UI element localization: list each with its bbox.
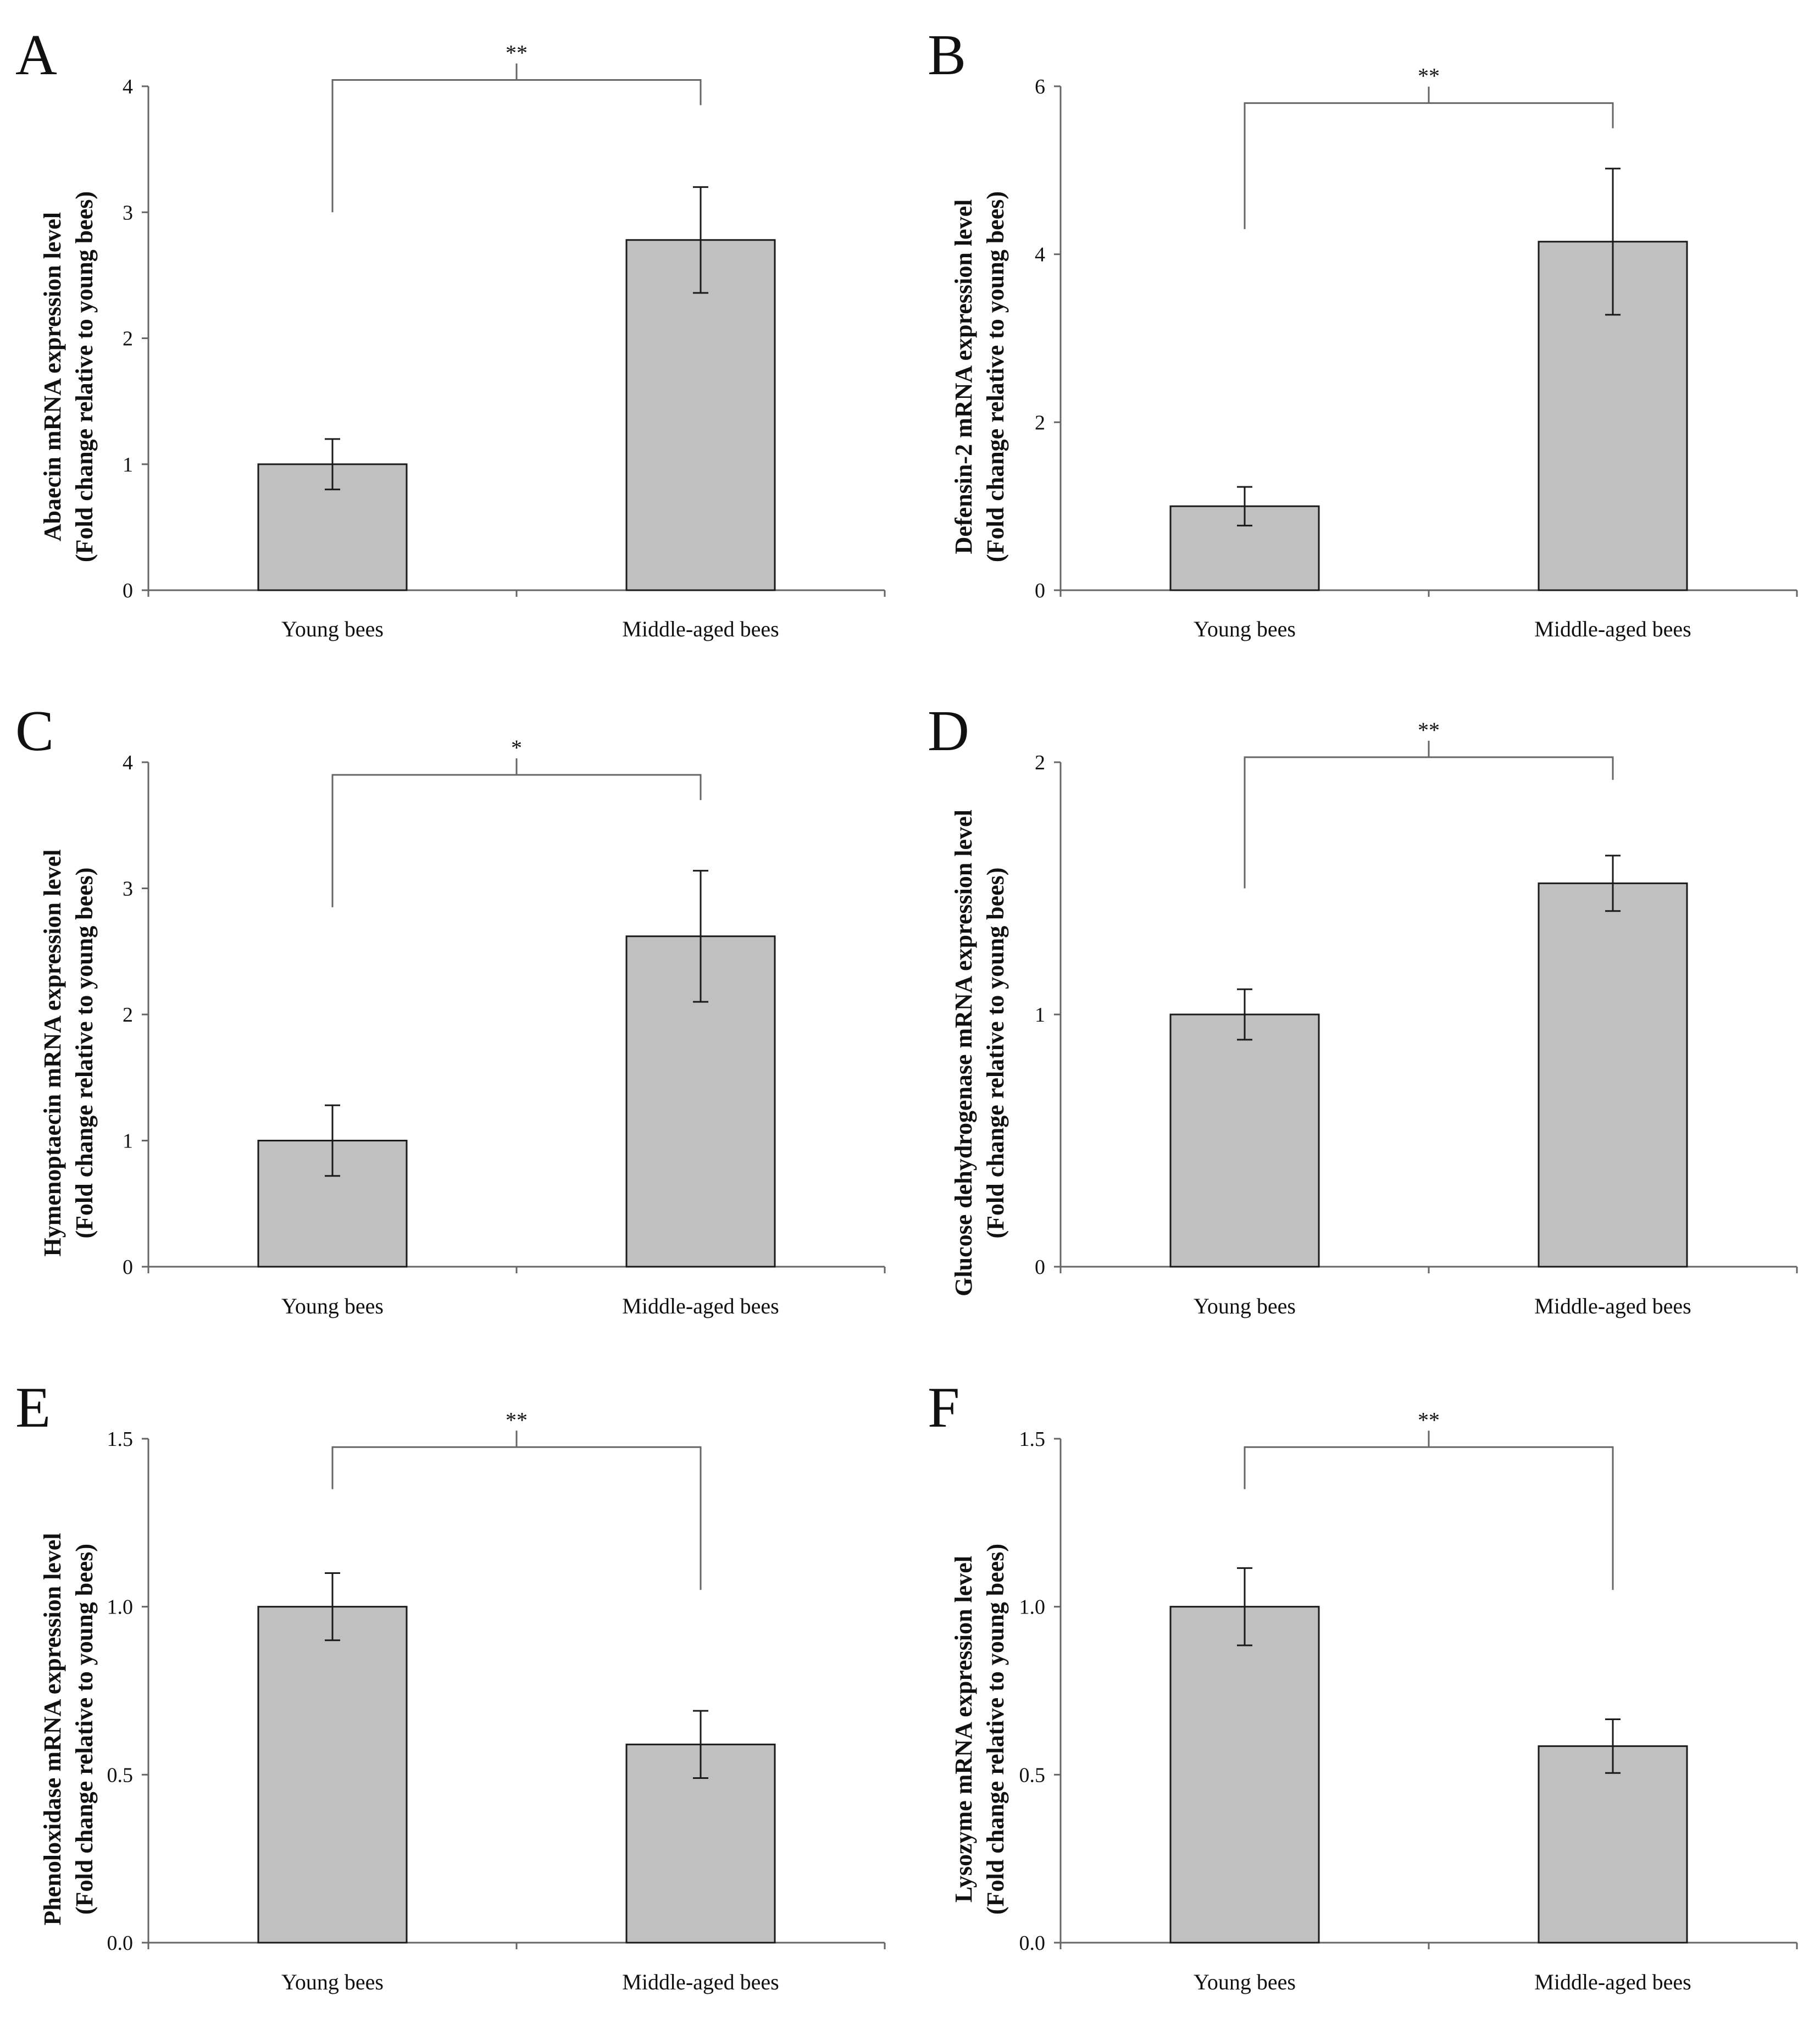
bar-e-0 [257,1606,408,1944]
y-tick-label: 2 [1035,751,1045,774]
y-tick-label: 4 [1035,243,1045,267]
y-tick-label: 1.5 [1019,1428,1046,1451]
error-bar-d-0 [1237,988,1252,1041]
category-label: Middle-aged bees [1534,1970,1691,1994]
category-label: Middle-aged bees [1534,1294,1691,1318]
y-axis-label-sub: (Fold change relative to young bees) [71,867,98,1238]
y-tick-label: 2 [1035,411,1045,434]
y-tick-label: 2 [123,1003,133,1027]
y-tick-label: 0.0 [107,1932,134,1955]
category-label: Young bees [1194,617,1296,641]
chart-panel-a: A 0 1 2 3 4 Young bees Middle-aged bees ** Abaeci… [15,23,886,641]
significance-bracket [1244,1430,1614,1590]
y-tick-label: 6 [1035,75,1045,98]
bar-d-0 [1169,1013,1320,1268]
panel-letter-a: A [15,23,57,87]
error-bar-b-1 [1605,168,1621,316]
error-bar-e-0 [325,1572,340,1642]
error-bar-c-0 [325,1104,340,1177]
error-bar-e-1 [693,1710,708,1779]
category-label: Middle-aged bees [622,1970,779,1994]
significance-label: ** [1418,1407,1440,1432]
panel-letter-d: D [928,698,969,763]
bar-a-1 [625,239,776,591]
y-axis-label-sub: (Fold change relative to young bees) [982,1544,1009,1915]
y-tick-label: 0.0 [1019,1932,1046,1955]
error-bar-a-1 [693,186,708,294]
y-tick-label: 1 [123,1130,133,1153]
error-bar-d-1 [1605,855,1621,912]
chart-panel-e: E 0.0 0.5 1.0 1.5 Young bees Middle-aged bees *… [15,1375,886,1994]
y-tick-label: 1 [123,453,133,476]
category-label: Young bees [281,1294,384,1318]
significance-label: * [511,735,522,760]
y-tick-label: 0.5 [1019,1764,1046,1787]
category-label: Middle-aged bees [622,1294,779,1318]
y-axis-label: Lysozyme mRNA expression level [950,1556,977,1903]
chart-panel-d: D 0 1 2 Young bees Middle-aged bees ** Glucose … [928,698,1798,1318]
y-axis-label-sub: (Fold change relative to young bees) [982,867,1009,1238]
panel-letter-b: B [928,23,966,87]
category-label: Young bees [281,617,384,641]
bar-f-0 [1169,1606,1320,1944]
error-bar-f-1 [1605,1718,1621,1774]
y-axis-label-sub: (Fold change relative to young bees) [71,191,98,562]
chart-panel-f: F 0.0 0.5 1.0 1.5 Young bees Middle-aged bees *… [928,1375,1798,1994]
bar-d-1 [1538,882,1688,1268]
significance-label: ** [506,41,528,65]
y-tick-label: 0 [1035,1256,1045,1279]
y-tick-label: 0 [123,579,133,602]
y-tick-label: 0.5 [107,1764,134,1787]
bar-f-1 [1538,1745,1688,1944]
chart-panel-b: B 0 2 4 6 Young bees Middle-aged bees ** Defensi… [928,23,1798,641]
y-tick-label: 2 [123,328,133,351]
significance-label: ** [1418,64,1440,88]
y-axis-label-sub: (Fold change relative to young bees) [982,191,1009,562]
significance-label: ** [506,1407,528,1432]
y-tick-label: 3 [123,878,133,901]
y-axis-label-sub: (Fold change relative to young bees) [71,1544,98,1915]
error-bar-b-0 [1237,486,1252,526]
significance-bracket [331,63,702,213]
y-axis-label: Abaecin mRNA expression level [39,212,66,541]
significance-bracket [331,758,702,907]
y-tick-label: 1.0 [1019,1596,1046,1619]
category-label: Young bees [1194,1294,1296,1318]
y-axis-label: Hymenoptaecin mRNA expression level [39,849,66,1256]
significance-bracket [331,1430,702,1590]
significance-label: ** [1418,718,1440,742]
y-tick-label: 1 [1035,1003,1045,1027]
y-axis-label: Glucose dehydrogenase mRNA expression le… [950,809,977,1296]
error-bar-a-0 [325,438,340,491]
error-bar-f-0 [1237,1567,1252,1646]
y-tick-label: 1.5 [107,1428,134,1451]
panel-letter-c: C [15,698,54,763]
y-tick-label: 0 [1035,579,1045,602]
significance-bracket [1244,86,1614,229]
y-axis-label: Phenoloxidase mRNA expression level [39,1533,66,1925]
panel-letter-e: E [15,1375,51,1439]
category-label: Young bees [1194,1970,1296,1994]
y-tick-label: 4 [123,75,133,98]
y-tick-label: 3 [123,201,133,224]
y-axis-label: Defensin-2 mRNA expression level [950,199,977,554]
category-label: Middle-aged bees [622,617,779,641]
chart-panel-c: C 0 1 2 3 4 Young bees Middle-aged bees * Hymenop… [15,698,886,1318]
category-label: Middle-aged bees [1534,617,1691,641]
error-bar-c-1 [693,869,708,1003]
significance-bracket [1244,740,1614,889]
y-tick-label: 0 [123,1256,133,1279]
category-label: Young bees [281,1970,384,1994]
y-tick-label: 1.0 [107,1596,134,1619]
y-tick-label: 4 [123,751,133,774]
panel-letter-f: F [928,1375,959,1439]
